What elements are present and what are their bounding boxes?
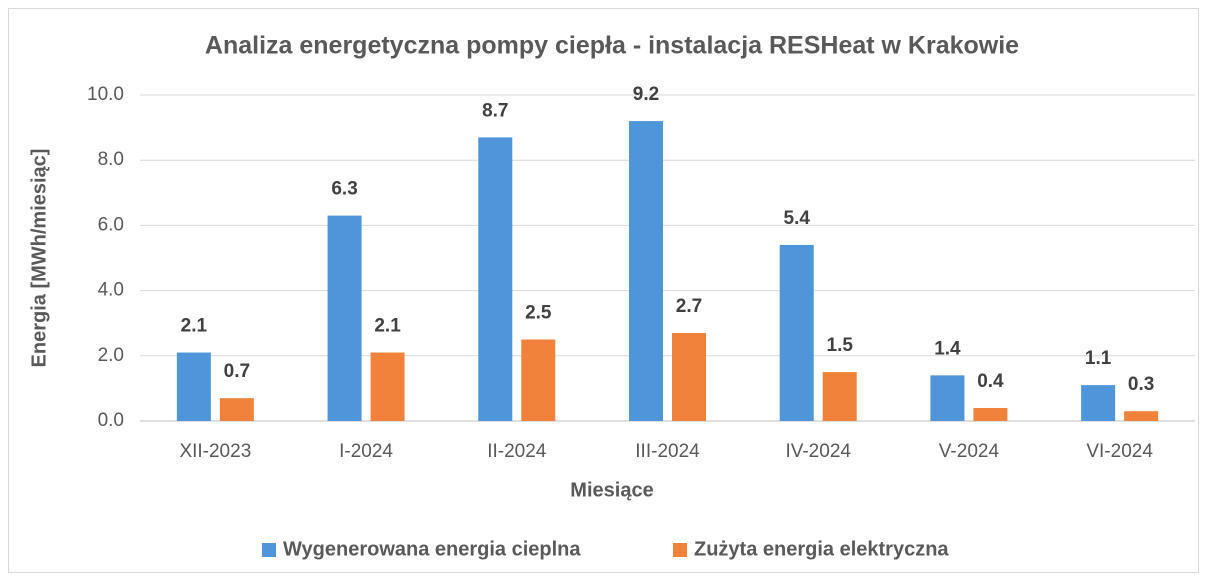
data-label: 8.7 <box>482 100 508 121</box>
bar <box>521 339 556 421</box>
bar <box>629 121 663 421</box>
chart-title: Analiza energetyczna pompy ciepła - inst… <box>205 32 1019 60</box>
bar <box>672 332 706 421</box>
data-label: 0.4 <box>977 371 1004 392</box>
x-tick-label: XII-2023 <box>179 441 251 462</box>
data-label: 2.1 <box>181 316 208 337</box>
bar <box>1081 385 1116 421</box>
bar <box>176 352 211 421</box>
legend-label: Wygenerowana energia cieplna <box>283 538 581 560</box>
data-label: 2.1 <box>374 316 401 337</box>
data-label: 0.3 <box>1128 374 1154 395</box>
bar <box>327 215 362 421</box>
bar <box>1124 411 1159 421</box>
data-label: 1.4 <box>934 338 961 359</box>
y-tick-label: 2.0 <box>98 345 124 366</box>
bar <box>822 372 857 421</box>
data-label: 6.3 <box>331 179 357 200</box>
data-label: 1.5 <box>827 335 854 356</box>
data-label: 2.5 <box>525 303 552 324</box>
x-tick-label: V-2024 <box>939 441 1000 462</box>
bar <box>930 375 965 421</box>
bar <box>478 137 513 421</box>
y-tick-label: 6.0 <box>98 214 124 235</box>
data-label: 0.7 <box>224 361 250 382</box>
data-label: 5.4 <box>784 208 811 229</box>
legend-label: Zużyta energia elektryczna <box>694 538 949 560</box>
bar <box>370 352 405 421</box>
legend-swatch <box>262 543 276 557</box>
y-tick-label: 0.0 <box>98 410 124 431</box>
y-tick-label: 8.0 <box>98 149 124 170</box>
y-axis-label: Energia [MWh/miesiąc] <box>28 149 50 368</box>
x-axis-label: Miesiące <box>570 479 653 501</box>
x-tick-label: IV-2024 <box>785 441 851 462</box>
data-label: 2.7 <box>676 296 702 317</box>
data-label: 9.2 <box>633 84 659 105</box>
bar <box>219 398 254 421</box>
y-tick-label: 10.0 <box>87 84 124 105</box>
bar <box>973 407 1008 421</box>
x-tick-label: III-2024 <box>635 441 700 462</box>
legend-swatch <box>673 543 687 557</box>
x-tick-label: II-2024 <box>487 441 547 462</box>
bar <box>779 244 814 421</box>
y-tick-label: 4.0 <box>98 280 124 301</box>
x-tick-label: I-2024 <box>339 441 393 462</box>
data-label: 1.1 <box>1085 348 1112 369</box>
x-tick-label: VI-2024 <box>1086 441 1153 462</box>
